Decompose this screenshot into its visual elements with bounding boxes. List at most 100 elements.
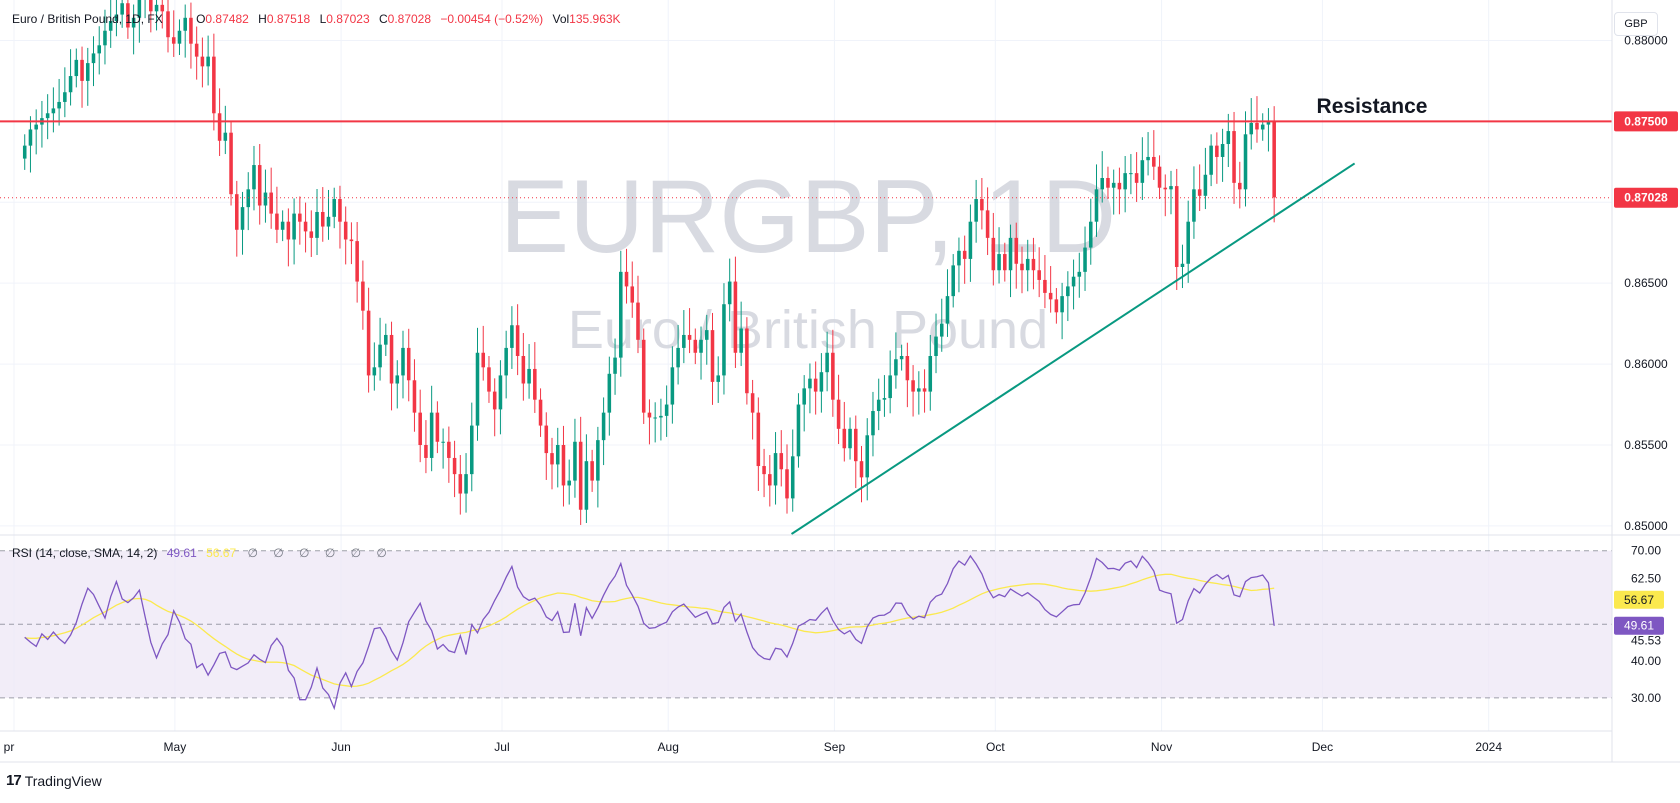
- time-tick-label: Sep: [824, 740, 846, 754]
- symbol-title[interactable]: Euro / British Pound, 1D, FX: [12, 12, 163, 26]
- candle: [1071, 259, 1076, 310]
- candle: [957, 237, 961, 293]
- candle: [355, 222, 359, 303]
- rsi-line: [24, 554, 1275, 711]
- candle: [785, 444, 789, 514]
- rsi-tick-label: 30.00: [1631, 691, 1661, 705]
- high-value: 0.87518: [266, 12, 311, 26]
- resistance-label[interactable]: Resistance: [1317, 95, 1428, 118]
- tradingview-logo[interactable]: 17 TradingView: [6, 772, 102, 789]
- rsi-axis[interactable]: 30.00 40.00 45.53 62.50 70.00: [1631, 544, 1661, 705]
- candle: [85, 47, 90, 106]
- candle: [1008, 224, 1013, 298]
- candle: [762, 448, 766, 498]
- candle: [280, 210, 285, 242]
- rsi-ma-badge: 56.67: [1614, 590, 1664, 609]
- candle: [636, 275, 640, 354]
- candle: [63, 67, 67, 118]
- candle: [596, 426, 600, 508]
- candle: [813, 361, 818, 415]
- candle: [922, 369, 927, 413]
- time-tick-label: Jun: [331, 740, 350, 754]
- candle: [401, 330, 405, 399]
- candle: [1209, 134, 1213, 187]
- candle: [1203, 147, 1208, 210]
- candle: [1146, 132, 1150, 176]
- candle: [1117, 167, 1122, 215]
- candle: [332, 187, 336, 229]
- candle: [418, 389, 422, 463]
- candle: [1020, 246, 1024, 294]
- candle: [1123, 155, 1127, 213]
- watermark-name: Euro / British Pound: [568, 300, 1048, 360]
- currency-button[interactable]: GBP: [1614, 12, 1658, 36]
- rsi-tick-label: 62.50: [1631, 571, 1661, 585]
- rsi-tick-label: 40.00: [1631, 654, 1661, 668]
- candle: [704, 314, 709, 365]
- candle: [91, 36, 96, 87]
- candle: [1272, 106, 1276, 223]
- last-price-badge: 0.87028: [1614, 187, 1678, 208]
- candle: [378, 317, 382, 381]
- candle: [802, 375, 806, 432]
- candle: [882, 375, 887, 417]
- x-axis[interactable]: pr May Jun Jul Aug Sep Oct Nov Dec 2024: [4, 740, 1503, 754]
- candle: [567, 459, 571, 505]
- candle: [939, 298, 944, 352]
- tradingview-wordmark: TradingView: [24, 772, 102, 789]
- candle: [607, 356, 612, 436]
- candle: [1174, 168, 1179, 290]
- support-trendline[interactable]: [791, 162, 1356, 535]
- candle: [727, 258, 732, 322]
- candle: [555, 427, 560, 488]
- candle: [853, 415, 858, 489]
- candle: [292, 198, 296, 265]
- candle: [200, 37, 205, 88]
- candle: [103, 9, 107, 65]
- candle: [647, 399, 652, 445]
- candle: [859, 445, 864, 503]
- candle: [424, 420, 428, 474]
- candle: [722, 283, 726, 395]
- rsi-title[interactable]: RSI (14, close, SMA, 14, 2): [12, 546, 158, 560]
- price-axis[interactable]: 0.850000.855000.860000.865000.870000.875…: [1624, 33, 1668, 532]
- time-tick-label: Aug: [658, 740, 679, 754]
- candle: [1048, 266, 1053, 313]
- candle: [1163, 174, 1168, 217]
- candle: [498, 360, 503, 435]
- svg-text:49.61: 49.61: [1624, 619, 1654, 633]
- candle: [235, 180, 239, 257]
- candle: [183, 4, 187, 58]
- symbol-legend[interactable]: Euro / British Pound, 1D, FX O0.87482 H0…: [12, 12, 621, 26]
- candle: [1180, 244, 1185, 289]
- candle: [733, 256, 738, 368]
- candle: [710, 312, 715, 405]
- candle: [533, 342, 537, 413]
- candle: [429, 385, 434, 472]
- candle: [144, 0, 146, 19]
- candle: [1014, 222, 1019, 289]
- candle: [326, 189, 331, 240]
- candle: [928, 334, 933, 411]
- candle: [57, 78, 61, 126]
- candle: [521, 333, 526, 401]
- candle: [1003, 242, 1007, 282]
- candle: [1043, 255, 1047, 309]
- candle: [1255, 96, 1259, 143]
- candle: [269, 167, 273, 229]
- candle: [917, 371, 921, 415]
- candle: [412, 359, 417, 432]
- candle: [263, 169, 268, 223]
- candle: [361, 260, 365, 330]
- candle: [899, 344, 904, 371]
- candle: [389, 321, 394, 411]
- candle: [808, 363, 812, 414]
- candle: [177, 19, 182, 56]
- svg-text:56.67: 56.67: [1624, 593, 1654, 607]
- candle: [252, 145, 256, 211]
- time-tick-label: May: [164, 740, 187, 754]
- rsi-legend[interactable]: RSI (14, close, SMA, 14, 2) 49.61 56.67 …: [12, 546, 393, 560]
- candle: [550, 437, 554, 490]
- candle: [51, 87, 56, 133]
- candle: [905, 342, 910, 408]
